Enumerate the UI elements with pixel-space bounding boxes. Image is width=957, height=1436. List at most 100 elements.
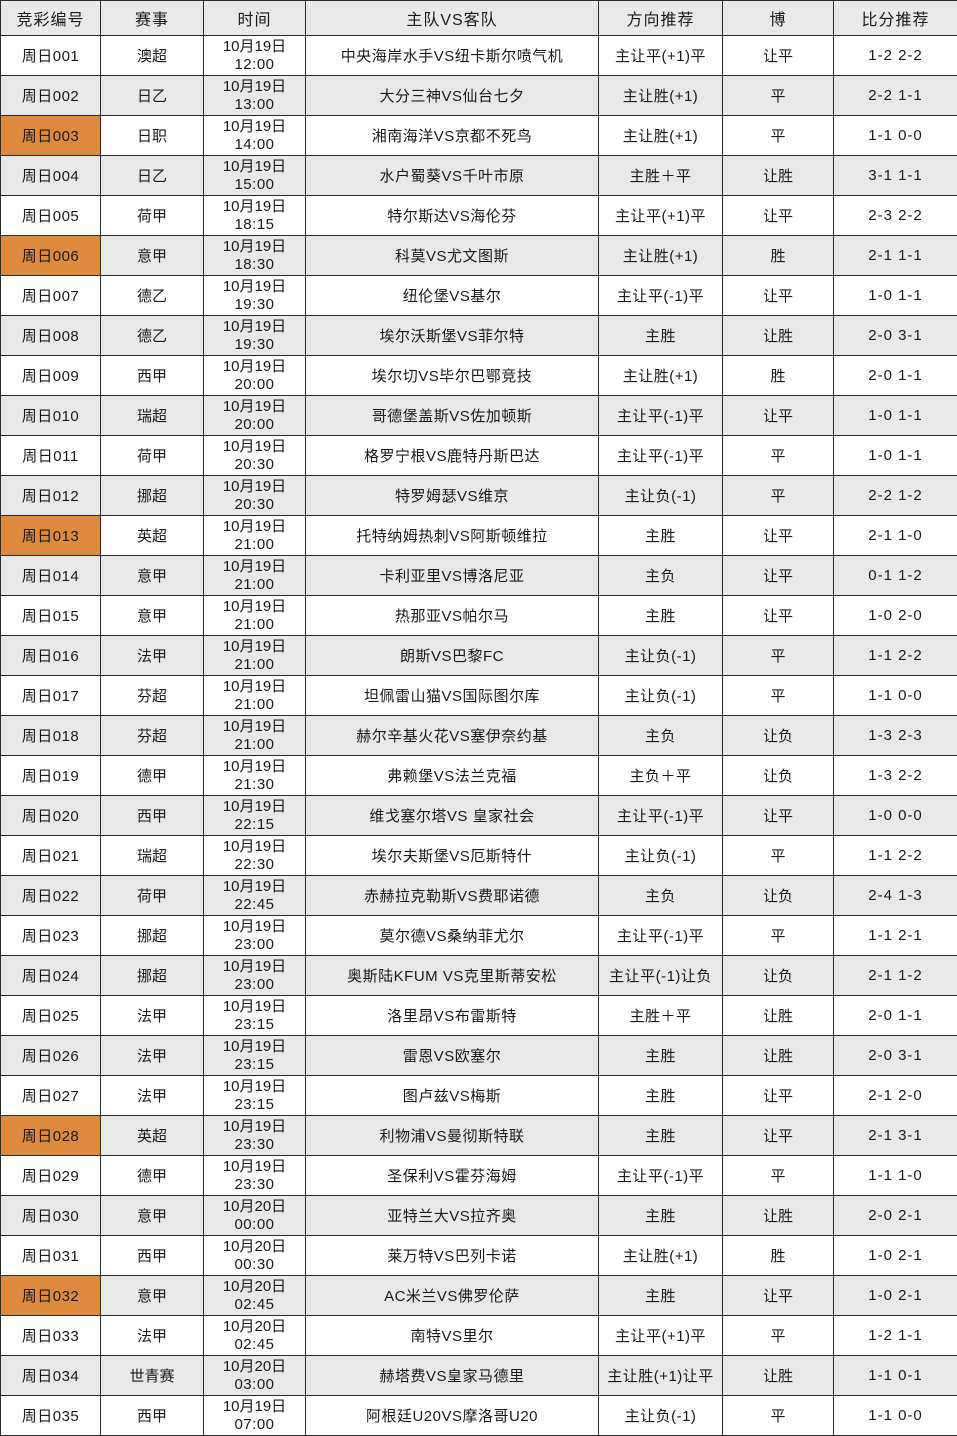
cell-lottery-no-highlighted[interactable]: 周日028	[1, 1116, 101, 1156]
cell-lottery-no-highlighted[interactable]: 周日003	[1, 116, 101, 156]
cell-lottery-no[interactable]: 周日009	[1, 356, 101, 396]
cell-lottery-no[interactable]: 周日017	[1, 676, 101, 716]
cell-teams[interactable]: 科莫VS尤文图斯	[306, 236, 599, 276]
cell-lottery-no[interactable]: 周日023	[1, 916, 101, 956]
cell-lottery-no-highlighted[interactable]: 周日032	[1, 1276, 101, 1316]
cell-teams[interactable]: 赫尔辛基火花VS塞伊奈约基	[306, 716, 599, 756]
cell-teams[interactable]: 水户蜀葵VS千叶市原	[306, 156, 599, 196]
cell-teams[interactable]: 赫塔费VS皇家马德里	[306, 1356, 599, 1396]
cell-lottery-no[interactable]: 周日019	[1, 756, 101, 796]
cell-teams[interactable]: 南特VS里尔	[306, 1316, 599, 1356]
cell-teams[interactable]: 圣保利VS霍芬海姆	[306, 1156, 599, 1196]
cell-lottery-no[interactable]: 周日033	[1, 1316, 101, 1356]
cell-lottery-no[interactable]: 周日022	[1, 876, 101, 916]
cell-teams[interactable]: 托特纳姆热刺VS阿斯顿维拉	[306, 516, 599, 556]
cell-lottery-no[interactable]: 周日005	[1, 196, 101, 236]
cell-lottery-no[interactable]: 周日010	[1, 396, 101, 436]
cell-lottery-no[interactable]: 周日027	[1, 1076, 101, 1116]
cell-lottery-no[interactable]: 周日007	[1, 276, 101, 316]
cell-lottery-no[interactable]: 周日015	[1, 596, 101, 636]
cell-lottery-no[interactable]: 周日026	[1, 1036, 101, 1076]
cell-lottery-no[interactable]: 周日004	[1, 156, 101, 196]
cell-teams[interactable]: 哥德堡盖斯VS佐加顿斯	[306, 396, 599, 436]
cell-teams[interactable]: 特尔斯达VS海伦芬	[306, 196, 599, 236]
cell-teams[interactable]: 图卢兹VS梅斯	[306, 1076, 599, 1116]
cell-lottery-no-highlighted[interactable]: 周日013	[1, 516, 101, 556]
cell-lottery-no[interactable]: 周日018	[1, 716, 101, 756]
cell-lottery-no[interactable]: 周日020	[1, 796, 101, 836]
cell-lottery-no[interactable]: 周日024	[1, 956, 101, 996]
cell-teams[interactable]: 格罗宁根VS鹿特丹斯巴达	[306, 436, 599, 476]
cell-lottery-no[interactable]: 周日025	[1, 996, 101, 1036]
cell-lottery-no[interactable]: 周日031	[1, 1236, 101, 1276]
cell-teams[interactable]: 坦佩雷山猫VS国际图尔库	[306, 676, 599, 716]
cell-teams[interactable]: 中央海岸水手VS纽卡斯尔喷气机	[306, 36, 599, 76]
cell-lottery-no[interactable]: 周日012	[1, 476, 101, 516]
cell-lottery-no[interactable]: 周日014	[1, 556, 101, 596]
cell-lottery-no[interactable]: 周日001	[1, 36, 101, 76]
cell-teams[interactable]: 特罗姆瑟VS维京	[306, 476, 599, 516]
cell-teams[interactable]: 奥斯陆KFUM VS克里斯蒂安松	[306, 956, 599, 996]
cell-teams[interactable]: 雷恩VS欧塞尔	[306, 1036, 599, 1076]
cell-teams[interactable]: 湘南海洋VS京都不死鸟	[306, 116, 599, 156]
cell-lottery-no[interactable]: 周日029	[1, 1156, 101, 1196]
cell-teams[interactable]: 亚特兰大VS拉齐奥	[306, 1196, 599, 1236]
cell-teams[interactable]: 赤赫拉克勒斯VS费耶诺德	[306, 876, 599, 916]
cell-lottery-no[interactable]: 周日011	[1, 436, 101, 476]
cell-lottery-no[interactable]: 周日030	[1, 1196, 101, 1236]
cell-teams[interactable]: 纽伦堡VS基尔	[306, 276, 599, 316]
cell-lottery-no[interactable]: 周日021	[1, 836, 101, 876]
cell-teams[interactable]: 埃尔切VS毕尔巴鄂竞技	[306, 356, 599, 396]
cell-teams[interactable]: 维戈塞尔塔VS 皇家社会	[306, 796, 599, 836]
cell-lottery-no[interactable]: 周日008	[1, 316, 101, 356]
cell-teams[interactable]: AC米兰VS佛罗伦萨	[306, 1276, 599, 1316]
cell-lottery-no[interactable]: 周日034	[1, 1356, 101, 1396]
cell-teams[interactable]: 阿根廷U20VS摩洛哥U20	[306, 1396, 599, 1436]
cell-teams[interactable]: 埃尔沃斯堡VS菲尔特	[306, 316, 599, 356]
cell-teams[interactable]: 利物浦VS曼彻斯特联	[306, 1116, 599, 1156]
cell-lottery-no[interactable]: 周日035	[1, 1396, 101, 1436]
cell-teams[interactable]: 朗斯VS巴黎FC	[306, 636, 599, 676]
cell-teams[interactable]: 洛里昂VS布雷斯特	[306, 996, 599, 1036]
cell-teams[interactable]: 弗赖堡VS法兰克福	[306, 756, 599, 796]
cell-teams[interactable]: 热那亚VS帕尔马	[306, 596, 599, 636]
cell-teams[interactable]: 莱万特VS巴列卡诺	[306, 1236, 599, 1276]
cell-lottery-no-highlighted[interactable]: 周日006	[1, 236, 101, 276]
cell-teams[interactable]: 大分三神VS仙台七夕	[306, 76, 599, 116]
cell-teams[interactable]: 莫尔德VS桑纳菲尤尔	[306, 916, 599, 956]
cell-lottery-no[interactable]: 周日002	[1, 76, 101, 116]
